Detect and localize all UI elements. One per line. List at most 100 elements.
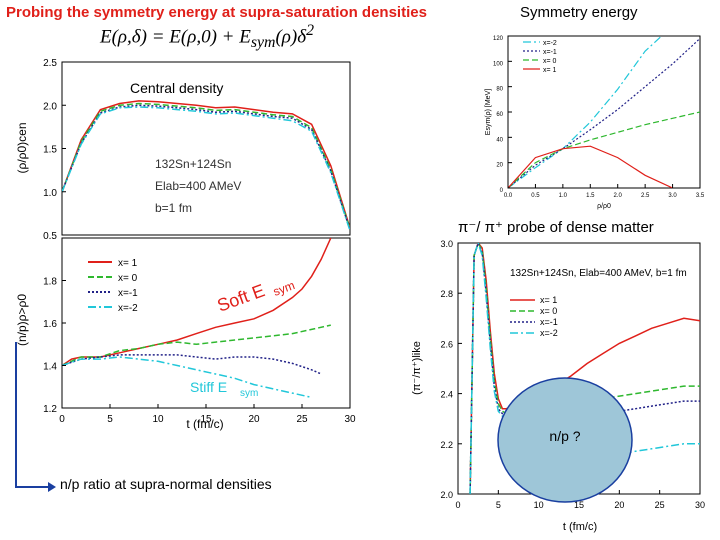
np-ratio-plot-series-xm2 (62, 356, 312, 399)
central-density-plot-series-xm2 (62, 106, 350, 231)
equation-sub: sym (250, 34, 276, 52)
central-density-plot-ytick-label: 0.5 (43, 231, 57, 242)
np-ratio-plot: 1.8 1.6 1.4 1.20 5 10 15 20 25 30 (n/p)ρ>ρ0 t (fm/c… (15, 237, 356, 431)
pion-ratio-plot-ytick-label: 2.2 (440, 440, 453, 450)
central-density-plot-series-x0 (62, 102, 350, 230)
soft-esym-sub: sym (271, 278, 296, 299)
np-ratio-plot-xtick-label: 10 (152, 414, 164, 425)
np-ratio-plot-xtick-label: 25 (296, 414, 308, 425)
esym-plot-series-xm2 (508, 36, 663, 188)
central-density-plot-ytick-label: 2.0 (43, 101, 57, 112)
esym-plot-frame (507, 35, 701, 189)
pion-legend-label-xm1: x=-1 (540, 317, 558, 327)
np-ratio-plot-ytick-label: 1.2 (43, 404, 57, 415)
pion-ratio-plot-series-xm1 (469, 243, 700, 494)
esym-plot-ytick-label: 120 (493, 36, 504, 42)
pion-ratio-plot-xtick-label: 20 (614, 500, 624, 510)
pion-ratio-plot: 3.0 2.8 2.6 2.4 2.2 2.00 5 10 15 20 25 30 (π⁻/π⁺)lik… (411, 239, 705, 533)
esym-plot-ytick-label: 20 (496, 163, 503, 169)
np-legend-label-xm1: x=-1 (118, 288, 138, 299)
np-xlabel: t (fm/c) (186, 417, 223, 431)
np-ratio-plot-series-xm1 (62, 354, 322, 375)
central-density-plot-ytick-label: 1.0 (43, 188, 57, 199)
np-ratio-plot-ytick-label: 1.4 (43, 362, 57, 373)
central-density-plot-series-xm1 (62, 104, 350, 231)
equation-main: E(ρ,δ) = E(ρ,0) + E (100, 26, 251, 48)
np-legend-label-x0: x= 0 (118, 273, 138, 284)
np-ratio-plot-xtick-label: 0 (59, 414, 65, 425)
esym-plot-ytick-label: 80 (496, 87, 503, 93)
esym-ylabel: Esym(ρ) [MeV] (485, 89, 492, 135)
np-ratio-plot-xtick-label: 15 (200, 414, 212, 425)
equation-sup: 2 (306, 22, 314, 39)
np-ratio-plot-xtick-label: 5 (107, 414, 113, 425)
esym-plot-series-x1 (508, 145, 673, 188)
pion-xlabel: t (fm/c) (563, 521, 597, 533)
central-density-plot: 2.5 2.0 1.5 1.0 0.5 (ρ/ρ0)cen Central density 1… (15, 58, 351, 242)
pion-legend-label-x0: x= 0 (540, 306, 557, 316)
np-ratio-plot-ytick-label: 1.6 (43, 319, 57, 330)
np-question-label: n/p ? (549, 428, 580, 444)
esym-plot-xtick-label: 1.5 (586, 193, 595, 199)
esym-plot-ytick-label: 40 (496, 137, 503, 143)
pion-ratio-plot-xtick-label: 15 (574, 500, 584, 510)
esym-legend-label-x1: x= 1 (543, 67, 557, 74)
central-ylabel: (ρ/ρ0)cen (15, 123, 29, 174)
esym-plot-ytick-label: 100 (493, 61, 504, 67)
pion-probe-title: π⁻/ π⁺ probe of dense matter (458, 219, 654, 236)
pion-ratio-plot-xtick-label: 25 (655, 500, 665, 510)
pion-ratio-plot-xtick-label: 0 (455, 500, 460, 510)
arrow-line (15, 342, 48, 488)
pion-legend-label-xm2: x=-2 (540, 328, 558, 338)
np-ratio-plot-xtick-label: 20 (248, 414, 260, 425)
esym-plot-series-xm1 (508, 38, 700, 188)
np-legend-label-x1: x= 1 (118, 258, 138, 269)
esym-plot-series-x0 (508, 111, 700, 188)
esym-legend-label-xm2: x=-2 (543, 40, 557, 47)
central-density-plot-series-x1 (62, 100, 350, 229)
soft-esym-label: Soft E (215, 280, 268, 316)
esym-xlabel: ρ/ρ0 (597, 203, 611, 210)
stiff-esym-label: Stiff E (190, 379, 227, 395)
arrow-head (48, 482, 56, 492)
pion-ratio-plot-ytick-label: 3.0 (440, 239, 453, 249)
central-annotation-1: Elab=400 AMeV (155, 179, 241, 193)
np-legend-label-xm2: x=-2 (118, 303, 138, 314)
pion-ratio-plot-xtick-label: 10 (534, 500, 544, 510)
pion-ratio-plot-ytick-label: 2.0 (440, 490, 453, 500)
pion-ylabel: (π⁻/π⁺)like (411, 341, 423, 395)
stiff-esym-sub: sym (240, 388, 258, 399)
equation-tail: (ρ)δ (275, 26, 307, 48)
esym-legend-label-xm1: x=-1 (543, 49, 557, 56)
pion-ratio-plot-series-xm2 (469, 243, 700, 494)
np-ylabel: (n/p)ρ>ρ0 (15, 294, 29, 346)
slide-title: Probing the symmetry energy at supra-sat… (6, 4, 427, 21)
esym-plot-xtick-label: 0.0 (504, 193, 513, 199)
esym-plot-ytick-label: 60 (496, 112, 503, 118)
np-question-ellipse (497, 377, 633, 503)
esym-plot-xtick-label: 0.5 (531, 193, 540, 199)
esym-plot-ytick-label: 0 (500, 188, 504, 194)
equation: E(ρ,δ) = E(ρ,0) + Esym(ρ)δ2 (100, 22, 314, 52)
pion-annotation: 132Sn+124Sn, Elab=400 AMeV, b=1 fm (510, 268, 687, 279)
esym-plot-xtick-label: 3.0 (668, 193, 677, 199)
esym-plot-xtick-label: 1.0 (559, 193, 568, 199)
pion-ratio-plot-ytick-label: 2.8 (440, 289, 453, 299)
pion-ratio-plot-xtick-label: 30 (695, 500, 705, 510)
esym-plot-xtick-label: 3.5 (696, 193, 705, 199)
central-density-plot-ytick-label: 2.5 (43, 58, 57, 69)
central-annotation-0: 132Sn+124Sn (155, 157, 231, 171)
esym-plot: 120 100 80 60 40 20 00.0 0.5 1.0 1.5 2.0 2.5 3.0 3.5 E… (485, 35, 705, 210)
pion-ratio-plot-ytick-label: 2.6 (440, 339, 453, 349)
np-ratio-plot-series-x1 (62, 238, 332, 367)
np-ratio-plot-ytick-label: 1.8 (43, 277, 57, 288)
pion-legend-label-x1: x= 1 (540, 295, 557, 305)
central-density-label: Central density (130, 80, 223, 96)
pion-ratio-plot-xtick-label: 5 (496, 500, 501, 510)
esym-legend-label-x0: x= 0 (543, 58, 557, 65)
np-ratio-plot-xtick-label: 30 (344, 414, 356, 425)
central-density-plot-ytick-label: 1.5 (43, 145, 57, 156)
np-ratio-caption: n/p ratio at supra-normal densities (60, 476, 272, 492)
pion-ratio-plot-ytick-label: 2.4 (440, 390, 453, 400)
